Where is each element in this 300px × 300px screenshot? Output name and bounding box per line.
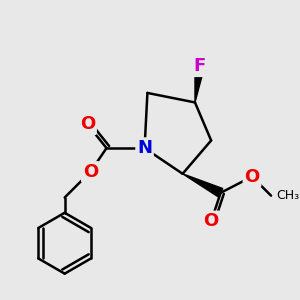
Text: CH₃: CH₃ — [276, 189, 299, 202]
Text: O: O — [203, 212, 219, 230]
Text: F: F — [194, 57, 206, 75]
Text: O: O — [244, 168, 260, 186]
Polygon shape — [195, 66, 204, 102]
Polygon shape — [183, 174, 223, 197]
Text: N: N — [137, 139, 152, 157]
Text: O: O — [83, 163, 98, 181]
Text: O: O — [80, 115, 95, 133]
